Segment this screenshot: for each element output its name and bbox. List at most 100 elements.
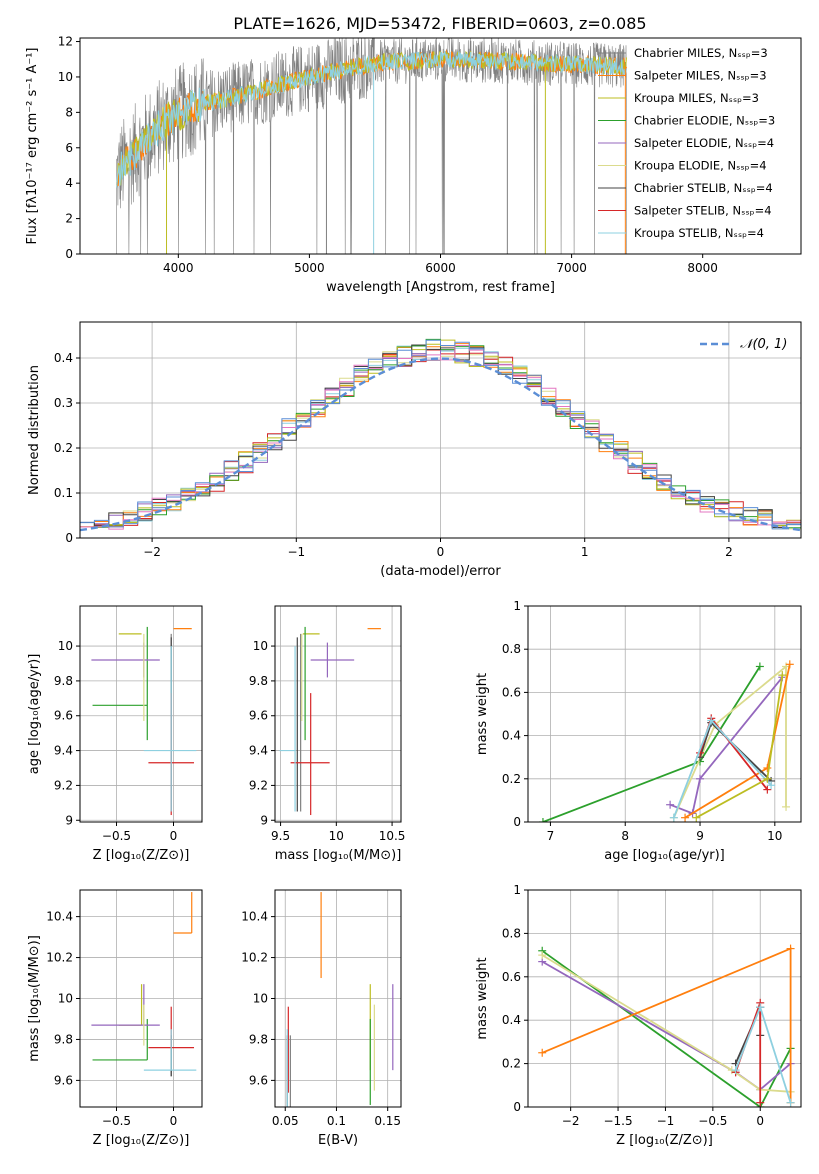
errorbar-point — [143, 1029, 197, 1071]
x-axis-label: E(B-V) — [318, 1133, 358, 1148]
weight-marker — [785, 660, 794, 669]
y-tick-label: 6 — [65, 141, 73, 155]
weight-series — [672, 664, 787, 819]
y-tick-label: 1 — [513, 599, 521, 613]
y-tick-label: 9.8 — [54, 1032, 73, 1046]
y-tick-label: 10 — [58, 70, 73, 84]
y-tick-label: 10.2 — [241, 951, 268, 965]
plot-area-residuals — [80, 338, 801, 532]
weight-marker — [669, 813, 678, 822]
legend-entry: Salpeter STELIB, Nₛₛₚ=4 — [634, 204, 772, 218]
x-tick-label: −0.5 — [102, 1114, 131, 1128]
y-tick-label: 0 — [65, 247, 73, 261]
weight-marker — [538, 951, 547, 960]
errorbar-point — [290, 693, 330, 816]
y-tick-label: 9.6 — [249, 709, 268, 723]
grid-mass_vs_Z — [80, 890, 202, 1107]
legend: 𝒩(0, 1) — [700, 337, 787, 352]
x-tick-label: −0.5 — [698, 1114, 727, 1128]
y-tick-label: 0 — [65, 531, 73, 545]
plot-layer: 4000 5000 6000 7000 8000024681012wavelength … — [25, 35, 802, 1148]
chart-weight_vs_Z: −2 −1.5 −1 −0.5 0 0 0.2 0.4 0.6 0.8 1 Z [log₁₀(Z/Z⊙… — [475, 883, 802, 1148]
chart-age_vs_mass: 9.5 10 10.5 9 9.2 9.4 9.6 9.8 10 mass [log₁₀(M/M⊙… — [249, 605, 406, 863]
x-tick-label: 2 — [725, 545, 733, 559]
axes-frame — [79, 605, 203, 823]
legend-entry: Kroupa STELIB, Nₛₛₚ=4 — [634, 226, 764, 240]
y-tick-label: 10 — [58, 992, 73, 1006]
errorbar-point — [92, 626, 148, 741]
x-axis-label: Z [log₁₀(Z/Z⊙)] — [93, 848, 190, 863]
chart-mass_vs_Z: −0.5 0 9.6 9.8 10 10.2 10.4 Z [log₁₀(Z/Z⊙)] mass… — [27, 889, 203, 1148]
weight-marker — [696, 774, 705, 783]
y-tick-label: 0.1 — [54, 486, 73, 500]
y-tick-label: 10.2 — [46, 951, 73, 965]
y-tick-label: 10 — [253, 639, 268, 653]
y-tick-label: 9.2 — [249, 778, 268, 792]
errorbar-point — [143, 646, 197, 812]
legend-entry: 𝒩(0, 1) — [740, 337, 787, 352]
figure-title: PLATE=1626, MJD=53472, FIBERID=0603, z=0… — [233, 14, 646, 33]
y-tick-label: 9 — [65, 813, 73, 827]
x-axis-label: Z [log₁₀(Z/Z⊙)] — [616, 1133, 713, 1148]
chart-weight_vs_age: 7 8 9 10 0 0.2 0.4 0.6 0.8 1 age [log₁₀(age/yr)] ma… — [475, 599, 802, 863]
y-tick-label: 9.8 — [249, 674, 268, 688]
weight-marker — [538, 818, 547, 822]
errorbar-point — [91, 984, 160, 1026]
y-tick-label: 9.6 — [54, 1073, 73, 1087]
legend-entry: Kroupa ELODIE, Nₛₛₚ=4 — [634, 159, 767, 173]
x-tick-label: 0 — [170, 829, 178, 843]
axes-frame — [527, 605, 802, 823]
x-tick-label: 7000 — [556, 261, 587, 275]
x-tick-label: 10 — [767, 829, 782, 843]
y-tick-label: 10 — [58, 639, 73, 653]
y-tick-label: 0.8 — [502, 926, 521, 940]
grid-weight_vs_age — [528, 605, 801, 823]
weight-marker — [756, 1098, 765, 1107]
x-tick-label: 10.5 — [379, 829, 406, 843]
weight-marker — [681, 813, 690, 822]
y-axis-label: age [log₁₀(age/yr)] — [27, 654, 42, 775]
legend-entry: Salpeter ELODIE, Nₛₛₚ=4 — [634, 136, 774, 150]
y-tick-label: 0.8 — [502, 642, 521, 656]
x-tick-label: 4000 — [163, 261, 194, 275]
weight-marker — [756, 1003, 765, 1012]
x-tick-label: 0 — [170, 1114, 178, 1128]
axes-frame — [79, 37, 802, 255]
gaussian-curve — [80, 357, 801, 532]
errorbar-point — [118, 984, 143, 1026]
x-tick-label: 8000 — [687, 261, 718, 275]
y-tick-label: 0.4 — [502, 1013, 521, 1027]
y-axis-label: mass weight — [475, 957, 490, 1039]
y-axis-label: mass weight — [475, 673, 490, 755]
x-axis-label: mass [log₁₀(M/M⊙)] — [275, 848, 402, 863]
x-tick-label: −0.5 — [102, 829, 131, 843]
errorbar-point — [91, 642, 160, 678]
plot-area-mass_vs_Z — [91, 892, 197, 1077]
weight-marker — [707, 716, 716, 725]
axes-frame — [274, 889, 402, 1108]
y-tick-label: 0 — [513, 1100, 521, 1114]
legend-entry: Chabrier STELIB, Nₛₛₚ=4 — [634, 181, 773, 195]
chart-age_vs_Z: −0.5 0 9 9.2 9.4 9.6 9.8 10 Z [log₁₀(Z/Z⊙)] age [… — [27, 605, 203, 863]
grid-age_vs_mass — [275, 606, 401, 822]
weight-marker — [786, 1098, 795, 1107]
x-axis-label: age [log₁₀(age/yr)] — [604, 848, 725, 863]
errorbar-point — [310, 642, 355, 678]
weight-series — [541, 950, 792, 1107]
axes-frame — [79, 321, 802, 539]
y-tick-label: 0.4 — [54, 351, 73, 365]
x-tick-label: 0.15 — [374, 1114, 401, 1128]
y-tick-label: 0.2 — [502, 772, 521, 786]
y-tick-label: 9.4 — [249, 744, 268, 758]
y-tick-label: 0.2 — [54, 441, 73, 455]
legend-entry: Salpeter MILES, Nₛₛₚ=3 — [634, 69, 767, 83]
y-tick-label: 9.6 — [249, 1073, 268, 1087]
weight-series — [669, 676, 783, 815]
y-tick-label: 0.4 — [502, 729, 521, 743]
weight-marker — [731, 1066, 740, 1075]
axes-frame — [274, 605, 402, 823]
x-axis-label: wavelength [Angstrom, rest frame] — [326, 280, 555, 295]
x-tick-label: 9.5 — [271, 829, 290, 843]
axes-frame — [527, 889, 802, 1108]
